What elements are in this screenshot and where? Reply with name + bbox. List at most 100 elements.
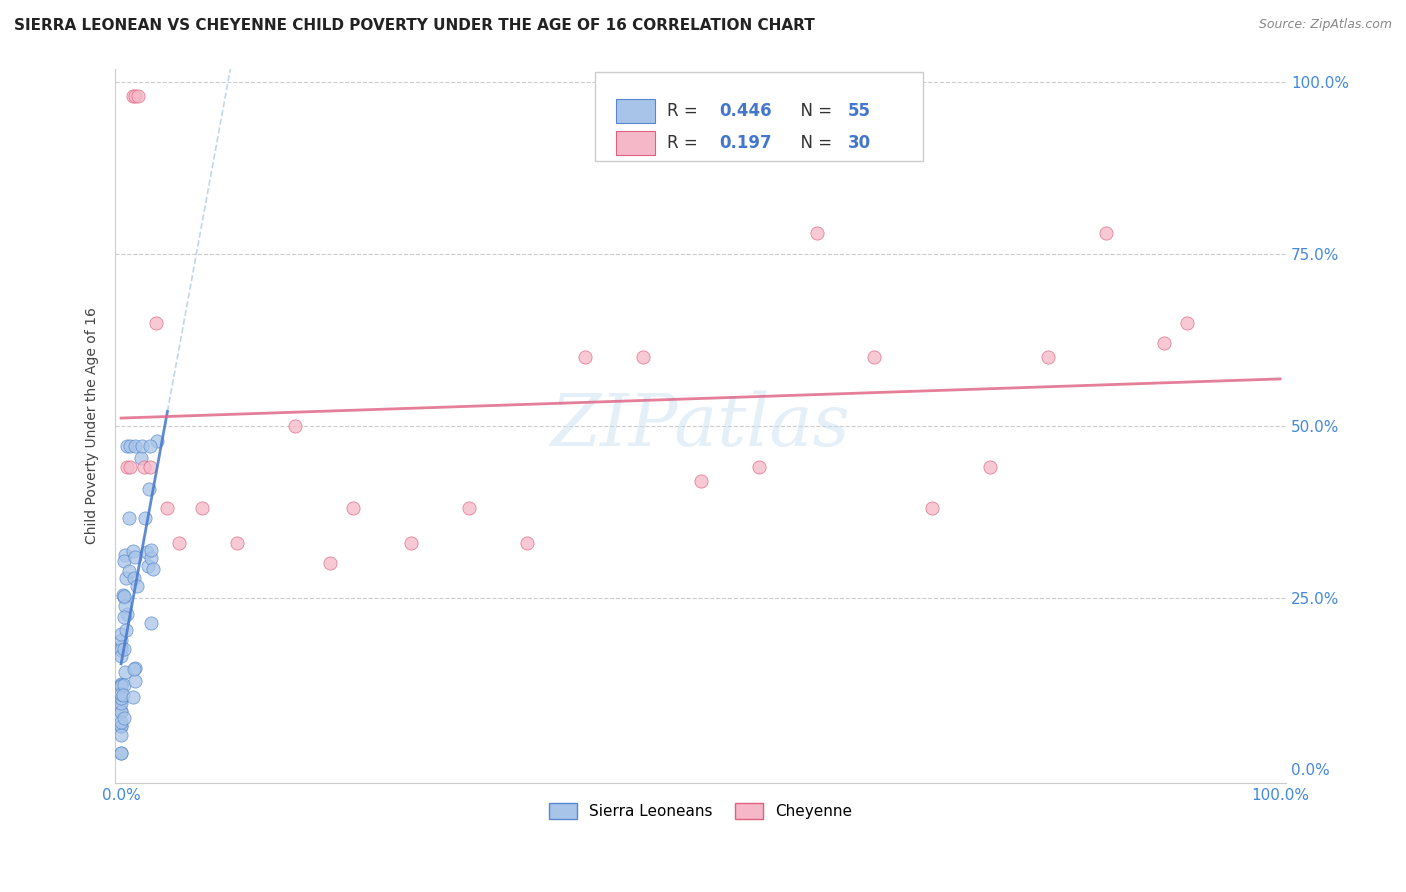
Point (284, 418, 307, 433)
Point (110, 747, 132, 761)
Point (399, 535, 422, 549)
Point (124, 550, 146, 565)
Point (134, 510, 156, 524)
Point (138, 483, 160, 497)
Point (120, 460, 142, 475)
Point (574, 350, 596, 364)
Point (139, 460, 162, 475)
Text: R =: R = (666, 102, 703, 120)
Point (110, 696, 132, 710)
Point (110, 706, 132, 720)
Point (112, 678, 135, 692)
Point (110, 687, 132, 701)
Text: 0.446: 0.446 (720, 102, 772, 120)
Text: SIERRA LEONEAN VS CHEYENNE CHILD POVERTY UNDER THE AGE OF 16 CORRELATION CHART: SIERRA LEONEAN VS CHEYENNE CHILD POVERTY… (14, 18, 815, 33)
Point (145, 434, 167, 449)
Text: R =: R = (666, 134, 707, 152)
Point (122, 571, 145, 585)
Point (979, 460, 1001, 475)
Point (112, 588, 135, 602)
Point (1153, 336, 1175, 351)
Point (112, 610, 135, 624)
Point (110, 719, 132, 733)
Point (516, 535, 538, 549)
Point (110, 643, 132, 657)
Point (1095, 227, 1118, 241)
Point (142, 562, 165, 576)
Point (145, 316, 167, 330)
Point (112, 554, 135, 568)
FancyBboxPatch shape (616, 99, 655, 122)
Point (114, 623, 136, 637)
Point (118, 564, 141, 578)
Point (115, 460, 138, 475)
Point (1038, 350, 1060, 364)
Point (631, 350, 654, 364)
Point (121, 89, 143, 103)
Point (110, 627, 132, 641)
Point (110, 680, 132, 694)
Point (110, 640, 132, 654)
Point (136, 545, 159, 559)
Point (114, 589, 136, 603)
Point (114, 599, 136, 614)
Point (114, 665, 136, 680)
Point (124, 661, 146, 675)
Point (131, 439, 153, 453)
Point (114, 548, 136, 562)
Point (122, 544, 145, 558)
Point (748, 460, 770, 475)
FancyBboxPatch shape (595, 72, 924, 161)
Point (139, 439, 162, 453)
Point (139, 542, 162, 557)
Point (125, 579, 148, 593)
Point (110, 719, 132, 733)
Text: N =: N = (790, 134, 837, 152)
Point (457, 501, 479, 516)
Point (110, 715, 132, 730)
Point (110, 678, 132, 692)
Point (122, 690, 145, 705)
Point (110, 690, 132, 705)
Y-axis label: Child Poverty Under the Age of 16: Child Poverty Under the Age of 16 (86, 308, 100, 544)
Point (124, 439, 146, 453)
Point (127, 89, 149, 103)
Point (110, 648, 132, 663)
Text: N =: N = (790, 102, 837, 120)
Point (863, 350, 886, 364)
Point (115, 607, 138, 622)
Point (112, 590, 135, 604)
Point (226, 535, 249, 549)
Text: 0.197: 0.197 (720, 134, 772, 152)
Point (112, 711, 135, 725)
Point (110, 704, 132, 718)
Point (139, 551, 162, 566)
Point (136, 559, 159, 574)
Point (134, 460, 156, 475)
Legend: Sierra Leoneans, Cheyenne: Sierra Leoneans, Cheyenne (543, 797, 858, 825)
Point (110, 632, 132, 647)
Text: ZIPatlas: ZIPatlas (551, 391, 851, 461)
FancyBboxPatch shape (616, 131, 655, 155)
Point (342, 501, 364, 516)
Point (118, 511, 141, 525)
Point (129, 451, 152, 466)
Point (139, 615, 162, 630)
Point (110, 693, 132, 707)
Point (124, 89, 146, 103)
Point (806, 227, 828, 241)
Point (110, 676, 132, 690)
Point (156, 501, 179, 516)
Point (115, 439, 138, 453)
Text: Source: ZipAtlas.com: Source: ZipAtlas.com (1258, 18, 1392, 31)
Point (120, 439, 142, 453)
Point (111, 688, 134, 702)
Point (124, 673, 146, 688)
Point (689, 474, 711, 488)
Text: 30: 30 (848, 134, 872, 152)
Point (167, 535, 190, 549)
Point (191, 501, 214, 516)
Text: 55: 55 (848, 102, 872, 120)
Point (110, 746, 132, 760)
Point (114, 570, 136, 584)
